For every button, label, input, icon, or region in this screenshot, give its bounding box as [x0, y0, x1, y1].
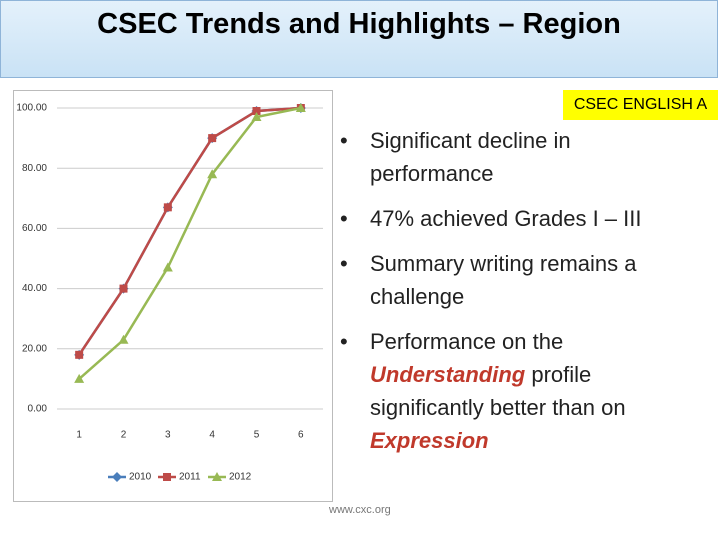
legend-label: 2012 [229, 472, 252, 483]
marker [74, 373, 85, 383]
subject-badge: CSEC ENGLISH A [563, 90, 718, 120]
emphasis-text: Understanding [370, 362, 526, 387]
bullet: Significant decline in performance [340, 124, 690, 190]
series-line [78, 106, 301, 356]
y-tick-label: 0.00 [28, 404, 48, 415]
x-tick-label: 1 [76, 430, 82, 441]
legend-label: 2011 [179, 472, 201, 483]
chart: 0.00 20.00 40.00 60.00 80.00 100.00 1 2 3 4 5 6 2010… [13, 90, 333, 502]
x-tick-label: 6 [298, 430, 304, 441]
bullet: Performance on the Understanding profile… [340, 325, 690, 457]
bullet-text: Significant decline in performance [370, 128, 571, 186]
x-tick-label: 5 [254, 430, 260, 441]
y-tick-label: 60.00 [22, 223, 47, 234]
bullet-text: 47% achieved Grades I – III [370, 206, 642, 231]
x-tick-label: 3 [165, 430, 171, 441]
marker [212, 472, 222, 481]
marker [118, 334, 129, 344]
marker [163, 203, 172, 212]
marker [207, 169, 218, 179]
y-tick-label: 20.00 [22, 343, 47, 354]
bullet-text: profile significantly better than on [370, 362, 626, 420]
marker [251, 112, 262, 122]
y-tick-label: 100.00 [16, 103, 47, 114]
chart-frame [13, 90, 333, 502]
emphasis-text: Expression [370, 428, 489, 453]
marker [112, 472, 122, 482]
x-tick-label: 2 [121, 430, 127, 441]
marker [119, 284, 128, 293]
marker [208, 134, 217, 143]
series-line [78, 106, 302, 380]
x-tick-label: 4 [209, 430, 215, 441]
bullet: 47% achieved Grades I – III [340, 202, 690, 235]
slide-title: CSEC Trends and Highlights – Region [0, 0, 718, 78]
bullet-text: Summary writing remains a challenge [370, 251, 637, 309]
y-tick-label: 40.00 [22, 283, 47, 294]
marker [163, 473, 171, 481]
bullet: Summary writing remains a challenge [340, 247, 690, 313]
marker [252, 107, 261, 116]
marker [162, 262, 173, 272]
bullet-list: Significant decline in performance 47% ac… [340, 124, 690, 469]
y-tick-label: 80.00 [22, 163, 47, 174]
marker [295, 103, 306, 112]
legend-label: 2010 [129, 472, 152, 483]
bullet-text: Performance on the [370, 329, 564, 354]
footer: www.cxc.org [329, 504, 391, 516]
marker [75, 350, 84, 359]
